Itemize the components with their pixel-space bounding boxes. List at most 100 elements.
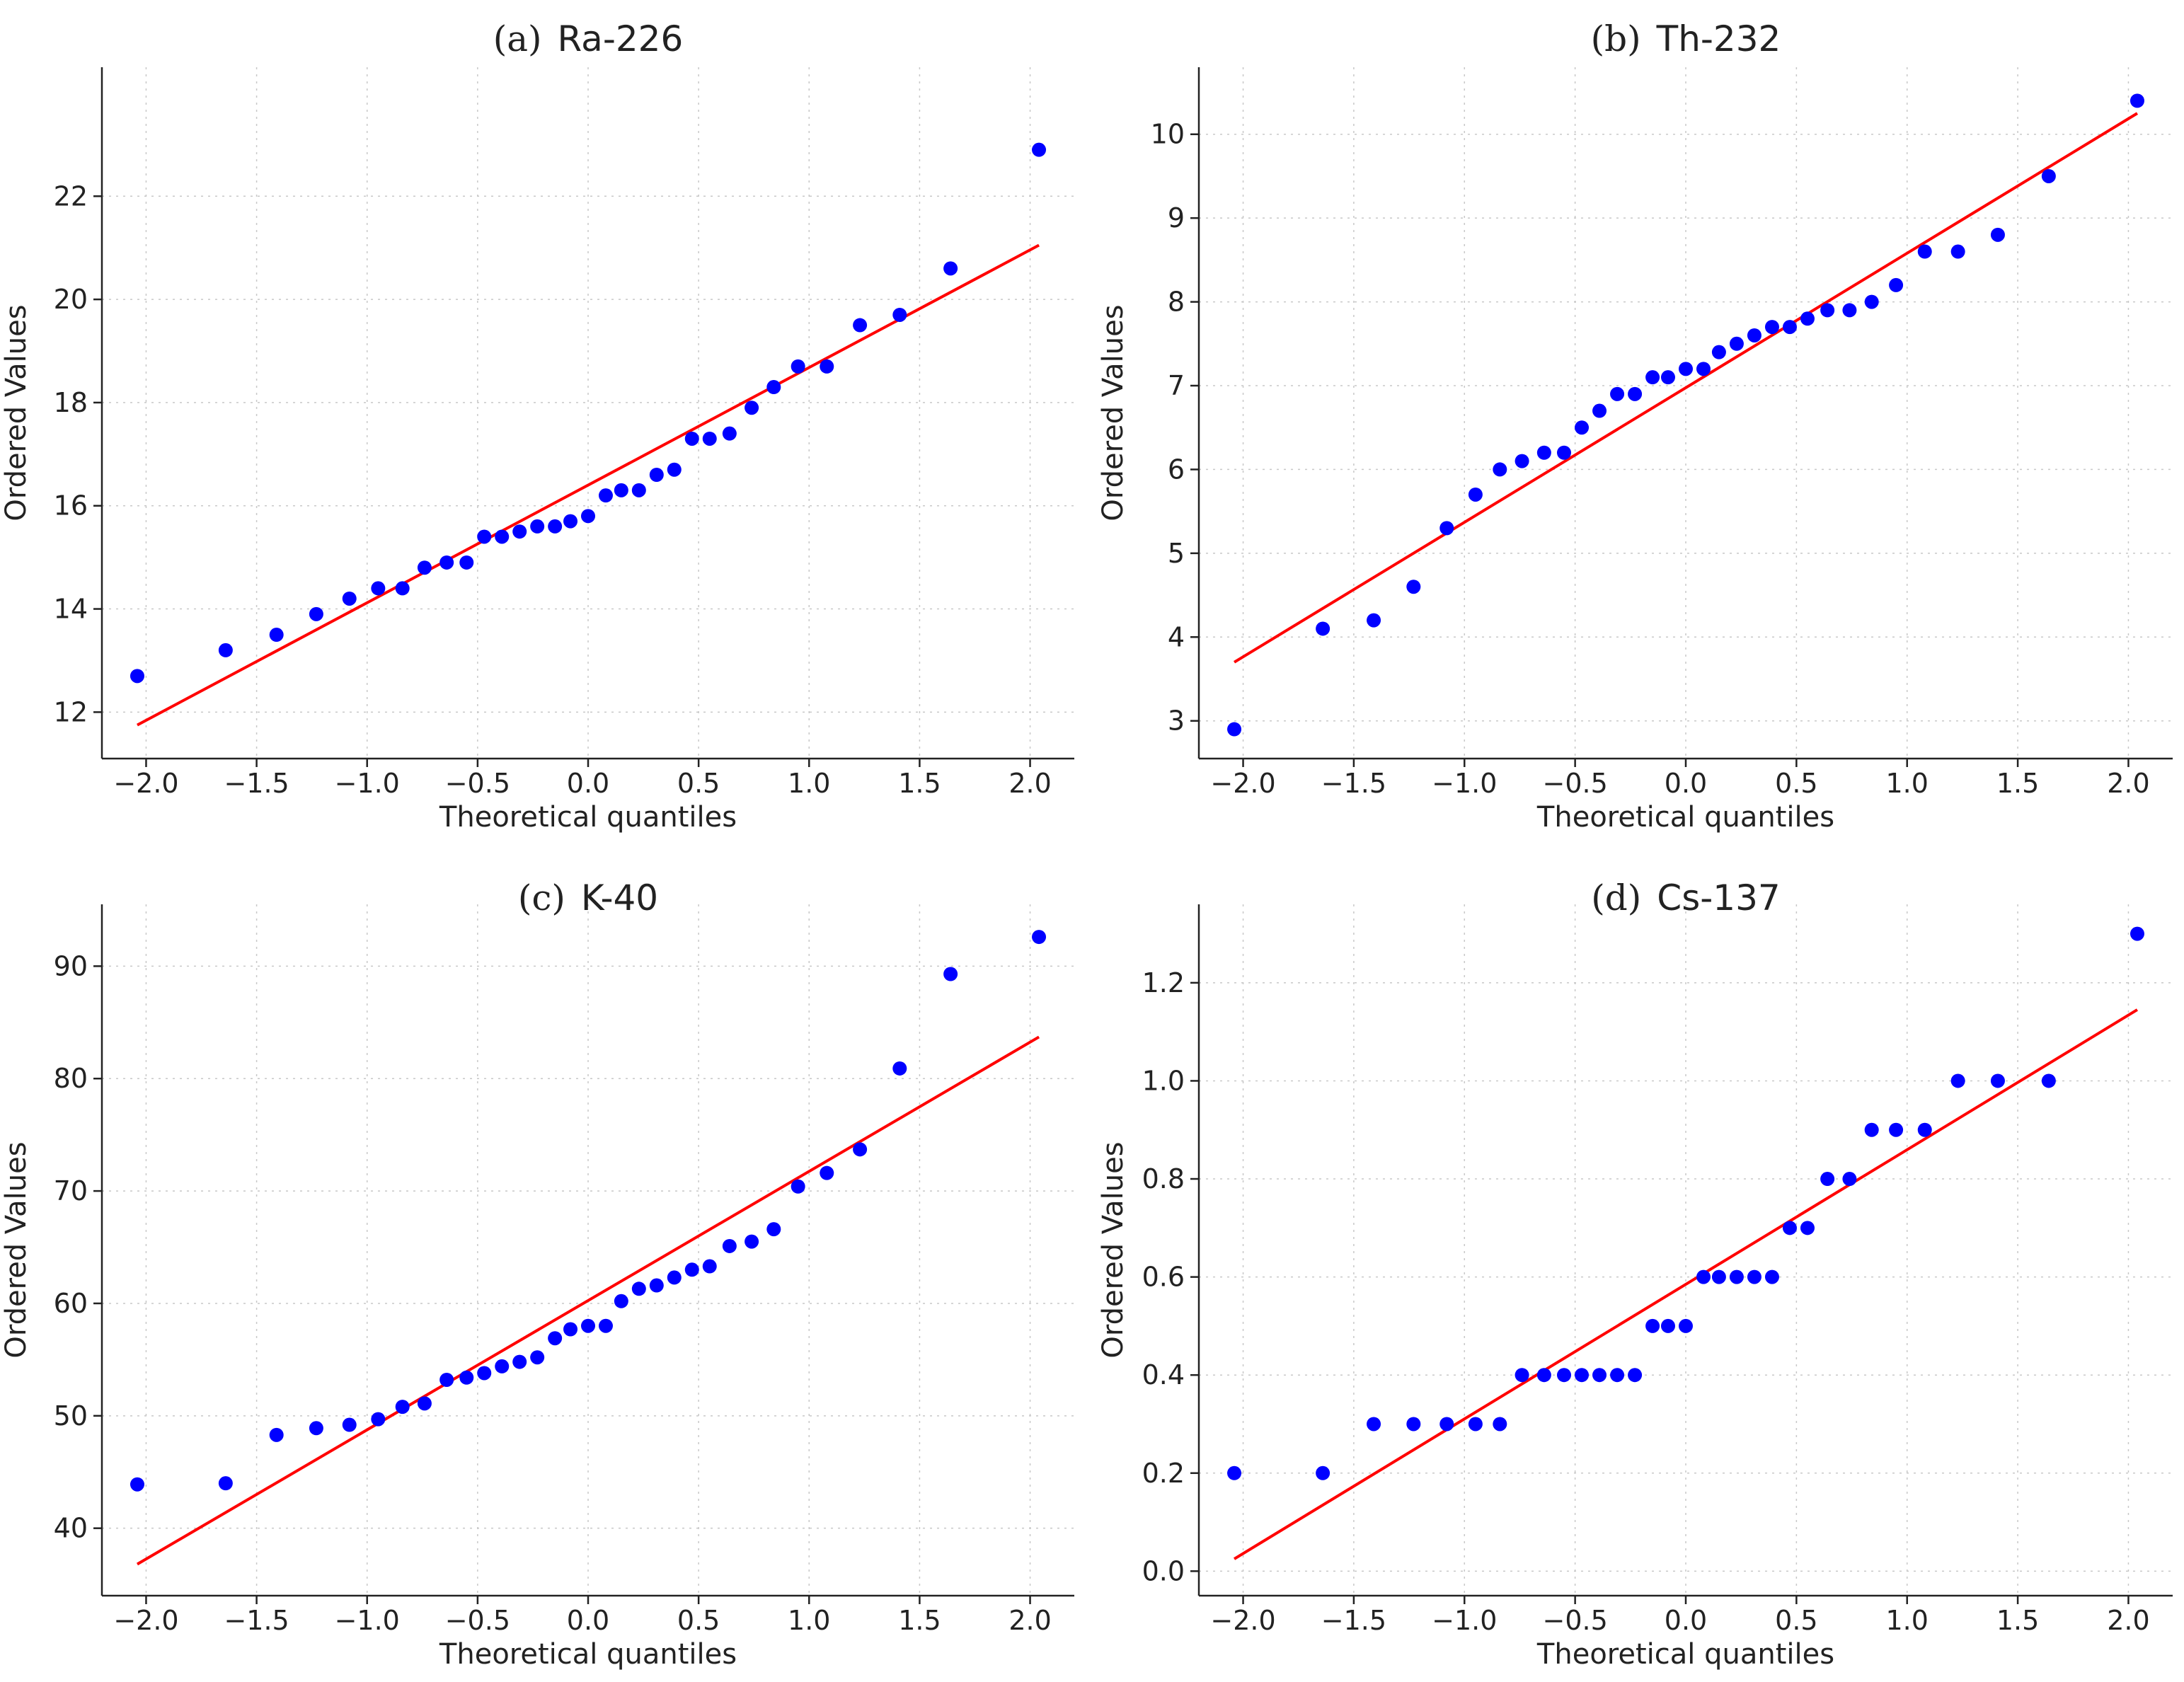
data-point	[512, 524, 527, 539]
x-tick-label: 1.0	[788, 768, 830, 799]
data-point	[1575, 420, 1590, 435]
panel-title-letter: (b)	[1591, 18, 1641, 59]
data-point	[1800, 1221, 1815, 1235]
data-point	[417, 1396, 432, 1411]
data-point	[342, 591, 357, 606]
y-tick-label: 1.2	[1142, 967, 1185, 998]
data-point	[702, 431, 717, 446]
data-point	[1227, 722, 1242, 737]
x-tick-label: −1.5	[224, 768, 289, 799]
data-point	[722, 426, 737, 441]
data-point	[766, 1222, 781, 1237]
data-point	[130, 669, 144, 684]
data-point	[1557, 445, 1571, 460]
y-tick-label: 0.0	[1142, 1555, 1185, 1586]
data-point	[309, 606, 323, 621]
data-point	[1842, 1172, 1857, 1187]
x-tick-label: −1.5	[1321, 768, 1386, 799]
data-point	[2041, 168, 2056, 183]
panel-title-letter: (a)	[493, 18, 542, 59]
data-point	[371, 1412, 386, 1427]
data-point	[820, 359, 834, 374]
y-tick-label: 14	[54, 594, 88, 625]
data-point	[1536, 445, 1551, 460]
data-point	[1628, 386, 1643, 401]
data-point	[853, 1142, 868, 1157]
panel-title: (a) Ra-226	[493, 18, 684, 59]
y-tick-label: 0.2	[1142, 1458, 1185, 1489]
data-point	[1439, 521, 1454, 536]
data-point	[892, 1061, 907, 1076]
data-point	[1367, 1417, 1381, 1432]
data-point	[1493, 1417, 1507, 1432]
y-tick-label: 0.6	[1142, 1262, 1185, 1293]
data-point	[1628, 1368, 1643, 1383]
x-tick-label: −0.5	[1542, 1605, 1607, 1636]
data-point	[477, 529, 492, 544]
x-tick-label: −1.0	[335, 1605, 400, 1636]
x-tick-label: 2.0	[2107, 1605, 2149, 1636]
data-point	[649, 467, 664, 482]
x-tick-label: 0.0	[567, 768, 609, 799]
data-point	[269, 628, 284, 643]
data-point	[722, 1238, 737, 1253]
x-tick-label: 0.5	[1775, 1605, 1817, 1636]
data-point	[495, 1359, 510, 1373]
data-points	[1227, 93, 2144, 737]
data-point	[1592, 1368, 1607, 1383]
x-tick-label: 0.5	[1775, 768, 1817, 799]
panel-title-name: K-40	[581, 877, 658, 918]
data-point	[684, 431, 699, 446]
data-point	[631, 483, 646, 497]
data-point	[1660, 1318, 1675, 1333]
data-point	[1729, 1269, 1744, 1284]
data-point	[1950, 244, 1965, 259]
x-axis-label: Theoretical quantiles	[439, 1638, 737, 1671]
panel-b: −2.0 −1.5 −1.0 −0.5 0.0 0.5 1.0 1.5 2.0 3 4 5 6 7 8 9 10…	[1097, 18, 2173, 834]
y-tick-label: 7	[1168, 370, 1185, 401]
data-point	[2130, 93, 2144, 108]
y-tick-label: 16	[54, 490, 88, 522]
data-point	[1515, 454, 1529, 468]
data-point	[1950, 1073, 1965, 1088]
data-point	[1747, 1269, 1761, 1284]
panel-title-name: Th-232	[1656, 18, 1781, 59]
data-point	[745, 401, 759, 415]
data-point	[530, 1350, 545, 1365]
data-point	[1227, 1465, 1242, 1480]
y-tick-label: 9	[1168, 202, 1185, 234]
y-tick-label: 10	[1151, 119, 1185, 150]
data-point	[1729, 336, 1744, 351]
x-axis-label: Theoretical quantiles	[1536, 801, 1834, 834]
data-point	[1764, 1269, 1779, 1284]
data-point	[1610, 1368, 1625, 1383]
data-point	[2041, 1073, 2056, 1088]
data-point	[853, 318, 868, 333]
panel-c: −2.0 −1.5 −1.0 −0.5 0.0 0.5 1.0 1.5 2.0 40 50 60 70 8…	[0, 877, 1074, 1671]
x-tick-label: 0.0	[1665, 1605, 1707, 1636]
y-tick-label: 40	[54, 1513, 88, 1544]
data-point	[1515, 1368, 1529, 1383]
x-tick-label: −1.0	[335, 768, 400, 799]
data-point	[943, 967, 958, 981]
x-tick-label: 1.5	[1996, 768, 2039, 799]
data-point	[1645, 370, 1660, 385]
data-point	[459, 1370, 474, 1385]
data-point	[371, 581, 386, 596]
data-point	[218, 643, 233, 657]
data-point	[649, 1278, 664, 1293]
y-tick-label: 50	[54, 1400, 88, 1432]
y-tick-label: 3	[1168, 705, 1185, 737]
y-tick-label: 8	[1168, 287, 1185, 318]
data-point	[1316, 1465, 1330, 1480]
data-point	[1800, 311, 1815, 326]
data-point	[1439, 1417, 1454, 1432]
data-point	[1645, 1318, 1660, 1333]
data-point	[439, 555, 454, 570]
x-tick-label: 1.5	[1996, 1605, 2039, 1636]
data-point	[1696, 362, 1711, 376]
data-point	[1468, 1417, 1483, 1432]
y-tick-label: 4	[1168, 621, 1185, 652]
x-tick-label: −1.0	[1432, 768, 1497, 799]
